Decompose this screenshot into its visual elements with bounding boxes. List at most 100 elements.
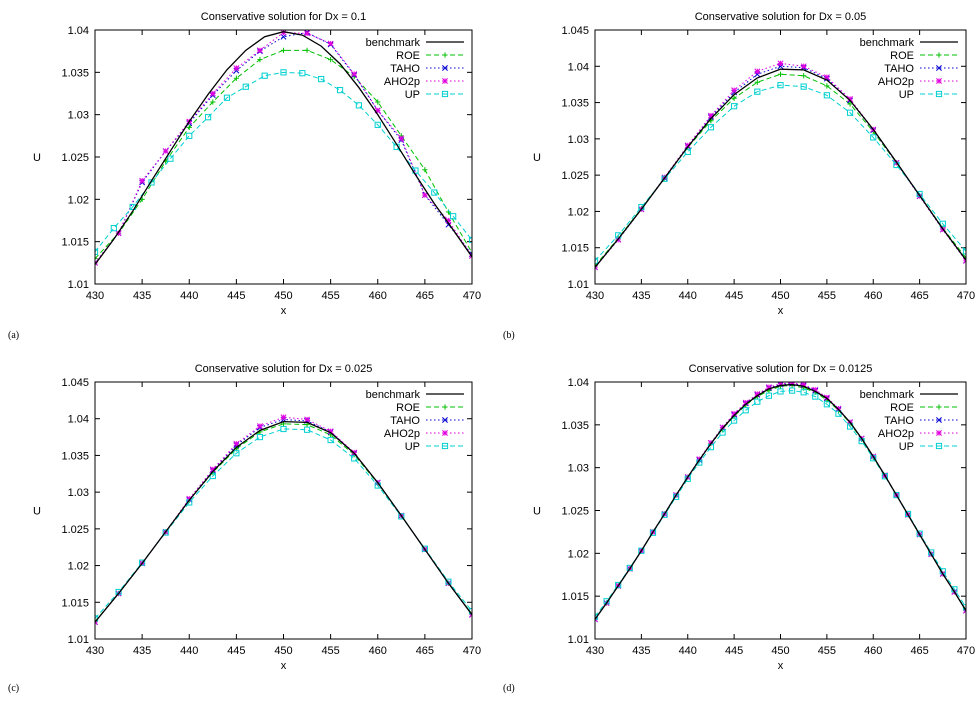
data-point-UP <box>256 433 264 441</box>
data-point-AHO2p <box>800 63 807 70</box>
legend-label: benchmark <box>860 37 915 49</box>
y-tick-label: 1.03 <box>568 463 589 475</box>
y-tick-label: 1.01 <box>68 634 89 646</box>
x-tick-label: 465 <box>416 645 434 657</box>
data-point-AHO2p <box>731 410 738 417</box>
chart-panel-3: Conservative solution for Dx = 0.0125 x U 4… <box>533 363 975 672</box>
data-point-AHO2p <box>421 192 428 199</box>
data-point-UP <box>916 190 923 198</box>
data-point-UP <box>162 529 169 536</box>
data-point-UP <box>881 473 888 480</box>
x-tick-label: 455 <box>321 290 339 302</box>
x-tick-label: 435 <box>133 290 151 302</box>
data-point-UP <box>777 388 784 395</box>
data-point-UP <box>205 114 212 121</box>
legend-label: benchmark <box>366 37 421 49</box>
data-point-AHO2p <box>139 177 146 184</box>
x-tick-label: 465 <box>910 645 928 657</box>
x-tick-label: 430 <box>586 645 604 657</box>
x-tick-label: 435 <box>632 645 650 657</box>
series-line-ROE <box>95 423 472 622</box>
chart-title: Conservative solution for Dx = 0.05 <box>695 11 867 23</box>
x-tick-label: 445 <box>227 645 245 657</box>
x-axis-label: x <box>778 660 784 672</box>
chart-title: Conservative solution for Dx = 0.0125 <box>689 363 873 375</box>
y-tick-label: 1.01 <box>68 279 89 291</box>
data-point-UP <box>398 513 405 520</box>
x-tick-label: 430 <box>586 290 604 302</box>
data-point-ROE <box>233 75 239 81</box>
y-tick-label: 1.025 <box>61 524 89 536</box>
data-point-UP <box>649 529 657 536</box>
data-point-AHO2p <box>754 391 761 397</box>
data-point-AHO2p <box>777 382 784 387</box>
data-point-AHO2p <box>233 65 240 72</box>
data-point-UP <box>280 425 287 433</box>
legend-label: benchmark <box>860 389 915 401</box>
series-line-ROE <box>595 73 966 267</box>
data-point-AHO2p <box>209 90 216 97</box>
data-point-ROE <box>824 83 830 89</box>
data-point-AHO2p <box>280 414 287 421</box>
data-point-ROE <box>186 124 192 130</box>
data-point-AHO2p <box>847 95 854 102</box>
legend-marker <box>936 52 942 58</box>
x-tick-label: 435 <box>632 290 650 302</box>
y-tick-label: 1.025 <box>561 506 589 518</box>
data-point-UP <box>445 578 452 585</box>
x-tick-label: 430 <box>86 645 104 657</box>
legend-label: UP <box>405 89 420 101</box>
legend-label: TAHO <box>390 415 420 427</box>
data-point-AHO2p <box>777 60 784 67</box>
data-point-ROE <box>375 99 381 105</box>
data-point-ROE <box>847 101 853 107</box>
chart-panel-0: Conservative solution for Dx = 0.1 x U 430 4… <box>33 11 481 317</box>
chart-title: Conservative solution for Dx = 0.025 <box>195 363 373 375</box>
data-point-UP <box>835 410 842 417</box>
x-tick-label: 460 <box>369 290 387 302</box>
legend-marker <box>936 65 942 71</box>
data-point-AHO2p <box>823 394 830 401</box>
data-point-UP <box>754 88 761 95</box>
data-point-UP <box>939 220 946 227</box>
data-point-AHO2p <box>374 107 381 114</box>
data-point-AHO2p <box>304 30 311 37</box>
y-tick-label: 1.03 <box>68 110 89 122</box>
y-tick-label: 1.035 <box>61 67 89 79</box>
data-point-UP <box>661 175 668 182</box>
data-point-ROE <box>801 73 807 79</box>
data-point-UP <box>115 588 122 596</box>
y-tick-label: 1.04 <box>68 25 89 37</box>
data-point-UP <box>242 83 249 90</box>
data-point-AHO2p <box>731 87 738 94</box>
legend-marker <box>442 52 448 58</box>
legend-label: AHO2p <box>878 428 914 440</box>
series-line-benchmark <box>595 383 966 620</box>
data-point-UP <box>812 393 819 400</box>
x-tick-label: 440 <box>679 645 697 657</box>
data-point-ROE <box>257 57 263 63</box>
data-point-UP <box>280 69 287 76</box>
data-point-AHO2p <box>304 416 311 423</box>
legend-label: TAHO <box>390 63 420 75</box>
data-point-UP <box>615 581 622 589</box>
panel-label-d: (d) <box>503 683 515 694</box>
data-point-UP <box>904 510 912 518</box>
data-point-UP <box>450 213 457 220</box>
x-tick-label: 465 <box>416 290 434 302</box>
data-point-AHO2p <box>256 423 263 430</box>
data-point-UP <box>962 248 966 255</box>
data-point-UP <box>765 392 773 399</box>
legend-label: AHO2p <box>384 76 420 88</box>
data-point-AHO2p <box>765 384 772 391</box>
data-point-UP <box>186 132 193 139</box>
y-tick-label: 1.01 <box>568 279 589 291</box>
data-point-ROE <box>422 167 428 173</box>
data-point-UP <box>754 398 761 405</box>
series-line-benchmark <box>95 420 472 623</box>
y-tick-label: 1.03 <box>568 134 589 146</box>
data-point-AHO2p <box>233 440 240 447</box>
series-line-benchmark <box>95 31 472 265</box>
